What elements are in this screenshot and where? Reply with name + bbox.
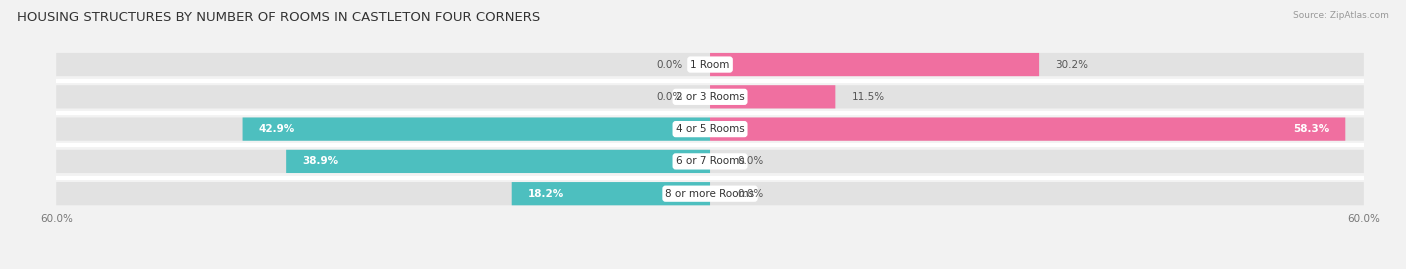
Text: 0.0%: 0.0% — [737, 156, 763, 167]
FancyBboxPatch shape — [512, 182, 710, 205]
Text: 4 or 5 Rooms: 4 or 5 Rooms — [676, 124, 744, 134]
Text: 38.9%: 38.9% — [302, 156, 339, 167]
Text: 2 or 3 Rooms: 2 or 3 Rooms — [676, 92, 744, 102]
Text: 0.0%: 0.0% — [657, 92, 683, 102]
FancyBboxPatch shape — [243, 118, 710, 141]
FancyBboxPatch shape — [56, 150, 1364, 173]
FancyBboxPatch shape — [710, 53, 1039, 76]
Text: 1 Room: 1 Room — [690, 59, 730, 70]
FancyBboxPatch shape — [56, 53, 1364, 76]
FancyBboxPatch shape — [56, 182, 1364, 205]
FancyBboxPatch shape — [56, 85, 1364, 108]
Text: Source: ZipAtlas.com: Source: ZipAtlas.com — [1294, 11, 1389, 20]
Text: 18.2%: 18.2% — [529, 189, 564, 199]
FancyBboxPatch shape — [710, 85, 835, 108]
FancyBboxPatch shape — [710, 118, 1346, 141]
Text: 11.5%: 11.5% — [852, 92, 884, 102]
Text: 0.0%: 0.0% — [657, 59, 683, 70]
Text: 6 or 7 Rooms: 6 or 7 Rooms — [676, 156, 744, 167]
Text: 42.9%: 42.9% — [259, 124, 295, 134]
Text: 58.3%: 58.3% — [1292, 124, 1329, 134]
Text: 8 or more Rooms: 8 or more Rooms — [665, 189, 755, 199]
Text: 30.2%: 30.2% — [1056, 59, 1088, 70]
Text: HOUSING STRUCTURES BY NUMBER OF ROOMS IN CASTLETON FOUR CORNERS: HOUSING STRUCTURES BY NUMBER OF ROOMS IN… — [17, 11, 540, 24]
FancyBboxPatch shape — [287, 150, 710, 173]
FancyBboxPatch shape — [56, 118, 1364, 141]
Text: 0.0%: 0.0% — [737, 189, 763, 199]
